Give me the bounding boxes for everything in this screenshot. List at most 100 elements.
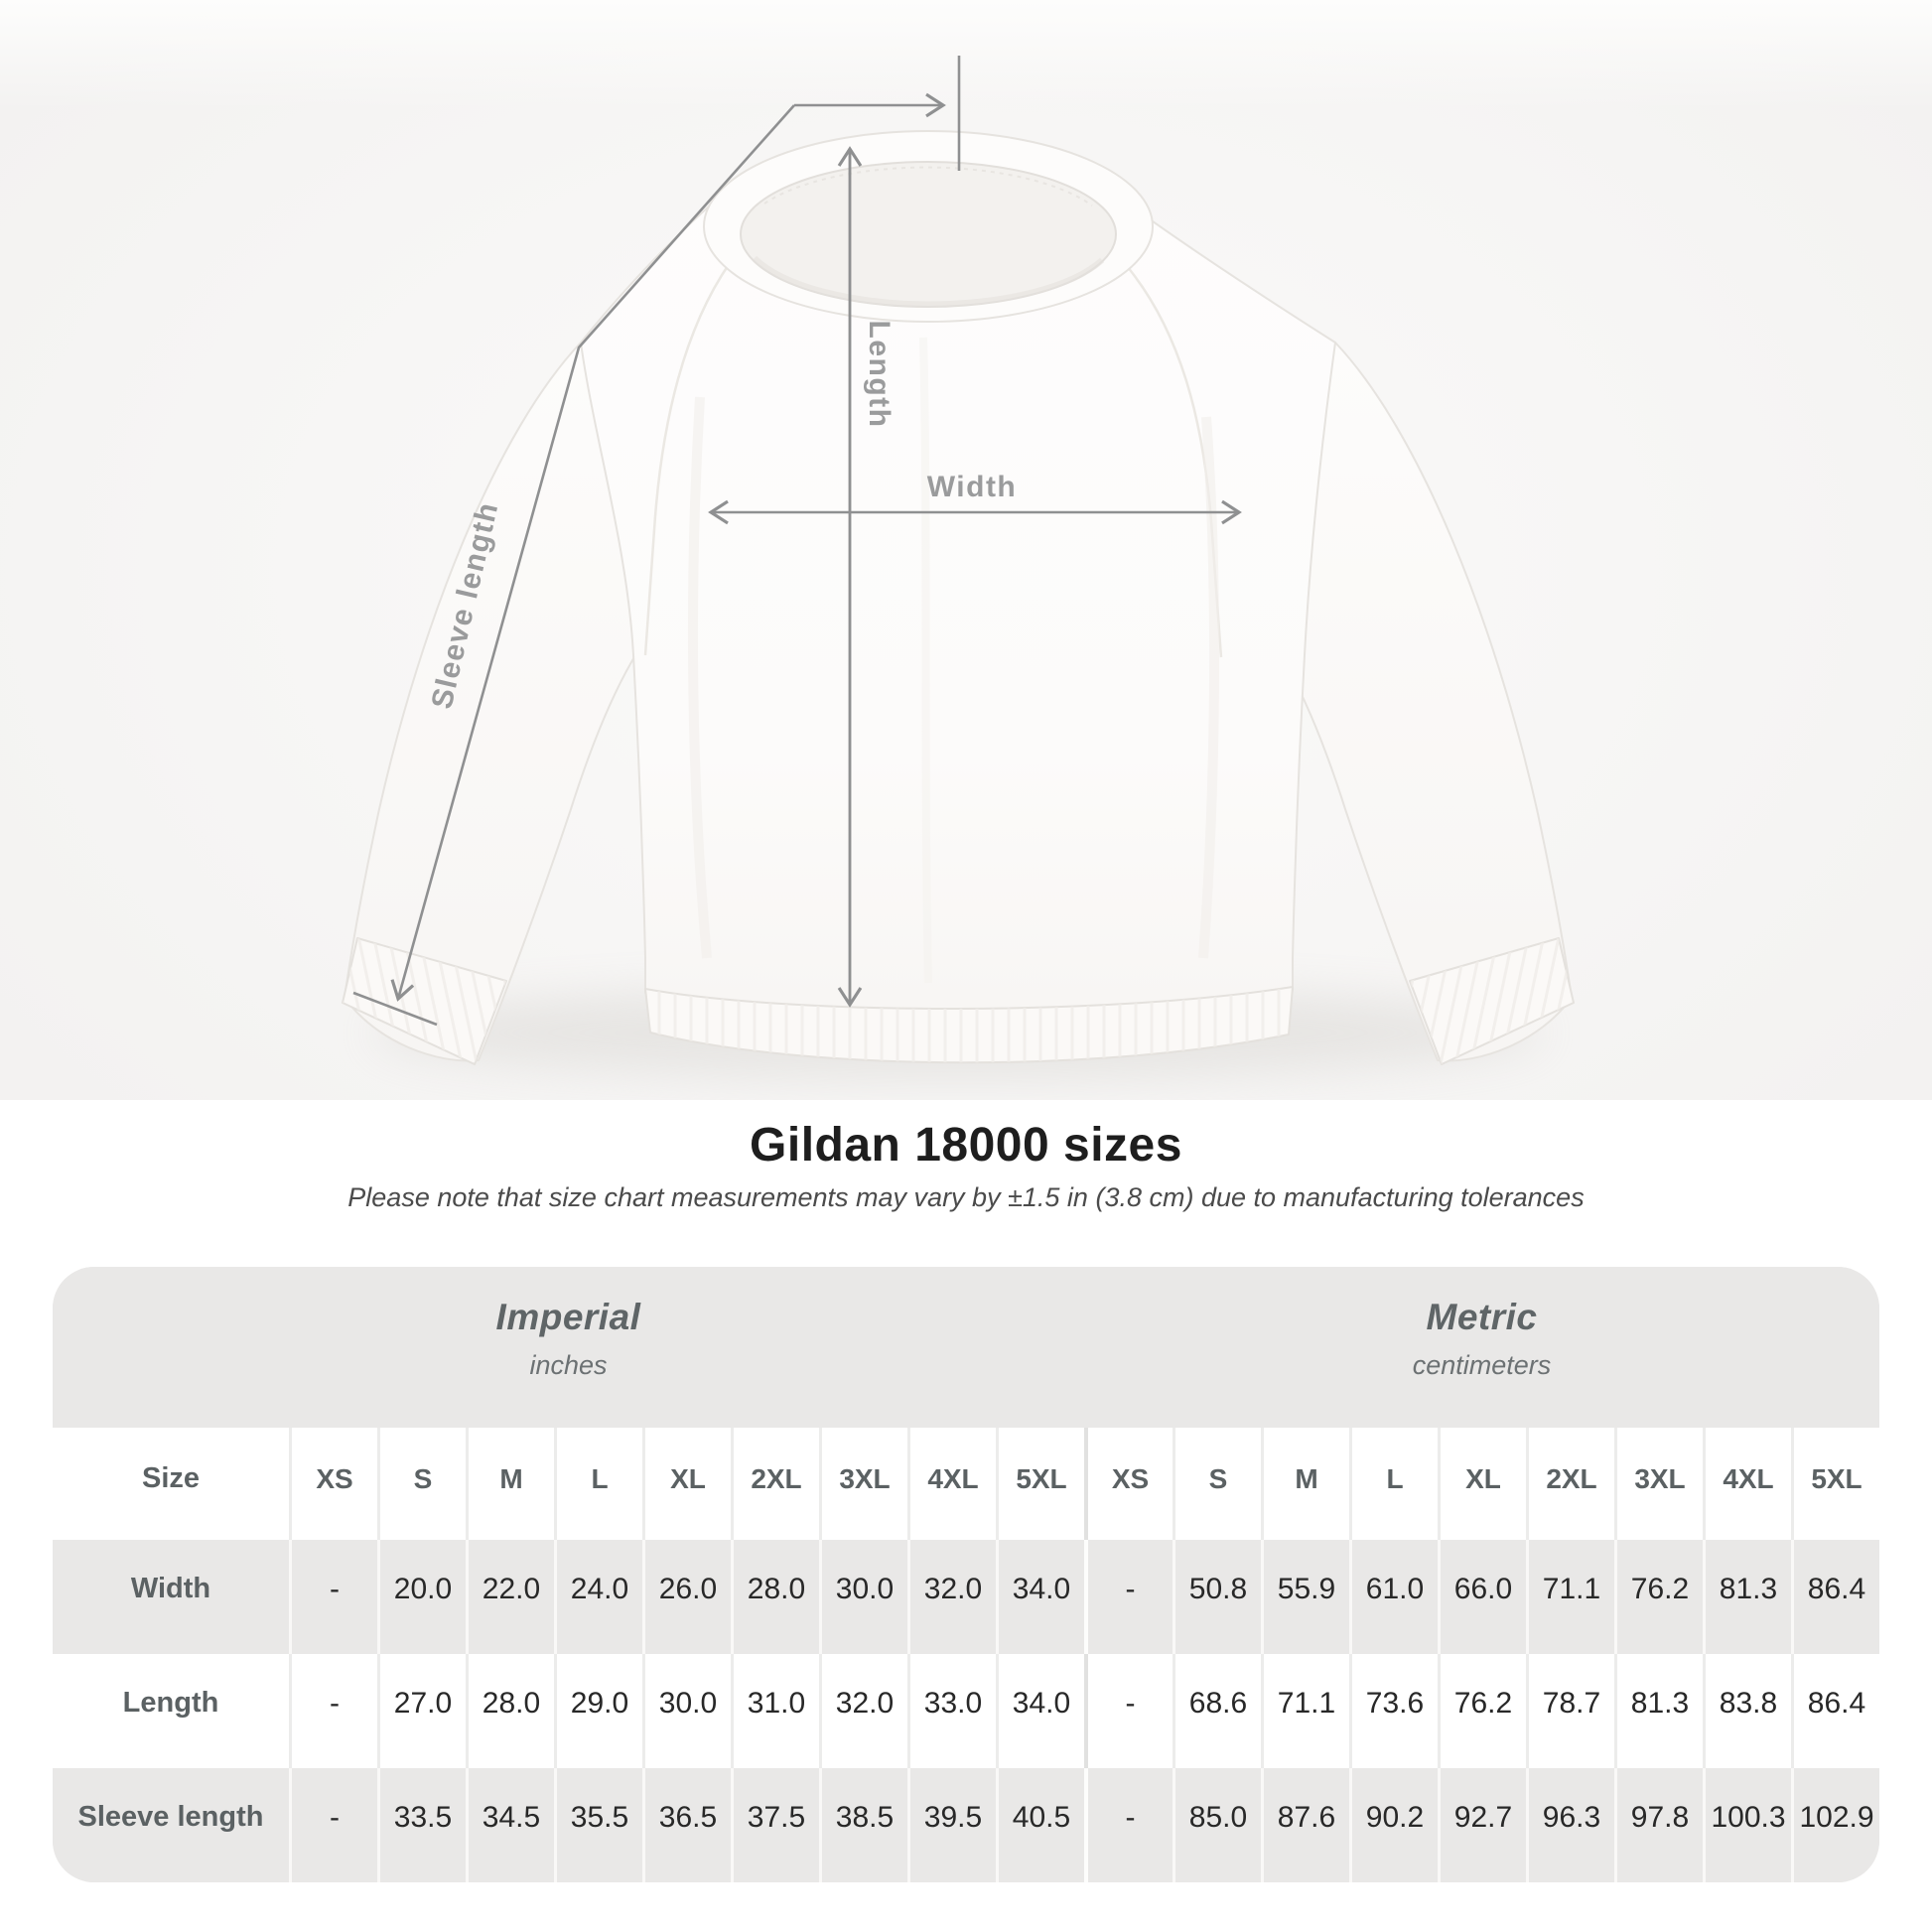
caption-block: Gildan 18000 sizes Please note that size… (0, 1118, 1932, 1213)
table-cell: - (1084, 1654, 1173, 1768)
table-cell: S (377, 1428, 466, 1540)
table-cell: 81.3 (1703, 1540, 1791, 1654)
table-cell: 5XL (996, 1428, 1084, 1540)
table-cell: 86.4 (1791, 1654, 1879, 1768)
width-label: Width (927, 471, 1018, 503)
table-cell: 39.5 (907, 1768, 996, 1882)
table-cell: 38.5 (819, 1768, 907, 1882)
sleeve-length-arrow (352, 56, 961, 1027)
table-cell: 50.8 (1173, 1540, 1261, 1654)
table-cell: - (289, 1768, 377, 1882)
table-cell: 55.9 (1261, 1540, 1349, 1654)
table-cell: 71.1 (1526, 1540, 1614, 1654)
metric-title: Metric (1426, 1297, 1538, 1337)
tolerance-note: Please note that size chart measurements… (347, 1182, 1585, 1212)
table-cell: 29.0 (554, 1654, 642, 1768)
table-cell: 27.0 (377, 1654, 466, 1768)
table-cell: 3XL (1614, 1428, 1703, 1540)
table-cell: XL (1438, 1428, 1526, 1540)
table-cell: 34.0 (996, 1540, 1084, 1654)
table-cell: 87.6 (1261, 1768, 1349, 1882)
table-cell: 92.7 (1438, 1768, 1526, 1882)
metric-header: Metric centimeters (1084, 1297, 1879, 1428)
metric-unit: centimeters (1412, 1350, 1552, 1380)
table-cell: 30.0 (819, 1540, 907, 1654)
table-cell: 20.0 (377, 1540, 466, 1654)
left-cuff (342, 937, 507, 1065)
table-cell: 85.0 (1173, 1768, 1261, 1882)
length-label: Length (863, 321, 896, 429)
table-cell: 73.6 (1349, 1654, 1438, 1768)
table-cell: 4XL (1703, 1428, 1791, 1540)
left-shoulder-seam (643, 262, 732, 656)
table-cell: - (1084, 1540, 1173, 1654)
table-cell: 68.6 (1173, 1654, 1261, 1768)
table-cell: L (554, 1428, 642, 1540)
table-cell: 36.5 (642, 1768, 731, 1882)
table-cell: XL (642, 1428, 731, 1540)
collar (703, 130, 1154, 323)
table-cell: 66.0 (1438, 1540, 1526, 1654)
table-cell: 76.2 (1438, 1654, 1526, 1768)
imperial-header: Imperial inches (53, 1297, 1084, 1428)
table-row-sleeve-length: Sleeve length -33.5 34.5 35.5 36.5 37.5 38.5 3… (53, 1768, 1879, 1882)
table-cell: M (1261, 1428, 1349, 1540)
table-cell: 102.9 (1791, 1768, 1879, 1882)
table-cell: 100.3 (1703, 1768, 1791, 1882)
right-cuff (1409, 937, 1575, 1065)
table-cell: 33.5 (377, 1768, 466, 1882)
size-table: Imperial inches Metric centimeters Size … (53, 1267, 1879, 1882)
table-cell: S (1173, 1428, 1261, 1540)
table-cell: 90.2 (1349, 1768, 1438, 1882)
imperial-unit: inches (529, 1350, 608, 1380)
table-cell: 32.0 (819, 1654, 907, 1768)
table-cell: 5XL (1791, 1428, 1879, 1540)
table-cell: 35.5 (554, 1768, 642, 1882)
table-cell: 28.0 (731, 1540, 819, 1654)
table-cell: 81.3 (1614, 1654, 1703, 1768)
row-label-sleeve-length: Sleeve length (77, 1801, 264, 1833)
table-cell: 78.7 (1526, 1654, 1614, 1768)
table-cell: 83.8 (1703, 1654, 1791, 1768)
table-cell: 32.0 (907, 1540, 996, 1654)
table-cell: 22.0 (466, 1540, 554, 1654)
table-cell: 2XL (1526, 1428, 1614, 1540)
table-cell: 61.0 (1349, 1540, 1438, 1654)
table-cell: XS (289, 1428, 377, 1540)
table-cell: 97.8 (1614, 1768, 1703, 1882)
table-cell: 33.0 (907, 1654, 996, 1768)
table-cell: 40.5 (996, 1768, 1084, 1882)
table-cell: - (1084, 1768, 1173, 1882)
row-label-width: Width (130, 1573, 211, 1604)
row-label-length: Length (122, 1687, 219, 1719)
table-row-width: Width -20.0 22.0 24.0 26.0 28.0 30.0 32.0 34.0-… (53, 1540, 1879, 1654)
imperial-title: Imperial (495, 1297, 641, 1337)
table-cell: 34.5 (466, 1768, 554, 1882)
table-cell: - (289, 1654, 377, 1768)
table-cell: 96.3 (1526, 1768, 1614, 1882)
fold-shading (687, 396, 712, 959)
table-cell: 34.0 (996, 1654, 1084, 1768)
sweatshirt-diagram: Length Width Sleeve length (342, 56, 1575, 1080)
table-cell: 76.2 (1614, 1540, 1703, 1654)
table-cell: 24.0 (554, 1540, 642, 1654)
unit-header-row: Imperial inches Metric centimeters (53, 1267, 1879, 1428)
table-cell: 3XL (819, 1428, 907, 1540)
table-cell: 28.0 (466, 1654, 554, 1768)
waistband (644, 986, 1294, 1064)
table-cell: M (466, 1428, 554, 1540)
table-cell: L (1349, 1428, 1438, 1540)
table-cell: 30.0 (642, 1654, 731, 1768)
table-cell: - (289, 1540, 377, 1654)
fold-shading (1198, 416, 1220, 959)
product-photo: Length Width Sleeve length (0, 0, 1932, 1100)
table-header-row: Size XS S M L XL 2XL 3XL 4XL 5XL XS S M L XL 2XL 3XL 4XL… (53, 1428, 1879, 1540)
sweatshirt (342, 130, 1575, 1065)
table-cell: XS (1084, 1428, 1173, 1540)
table-cell: 2XL (731, 1428, 819, 1540)
size-column-header: Size (141, 1462, 201, 1494)
table-row-length: Length -27.0 28.0 29.0 30.0 31.0 32.0 33.0 34.0… (53, 1654, 1879, 1768)
page-title: Gildan 18000 sizes (750, 1119, 1182, 1172)
table-cell: 86.4 (1791, 1540, 1879, 1654)
table-cell: 31.0 (731, 1654, 819, 1768)
